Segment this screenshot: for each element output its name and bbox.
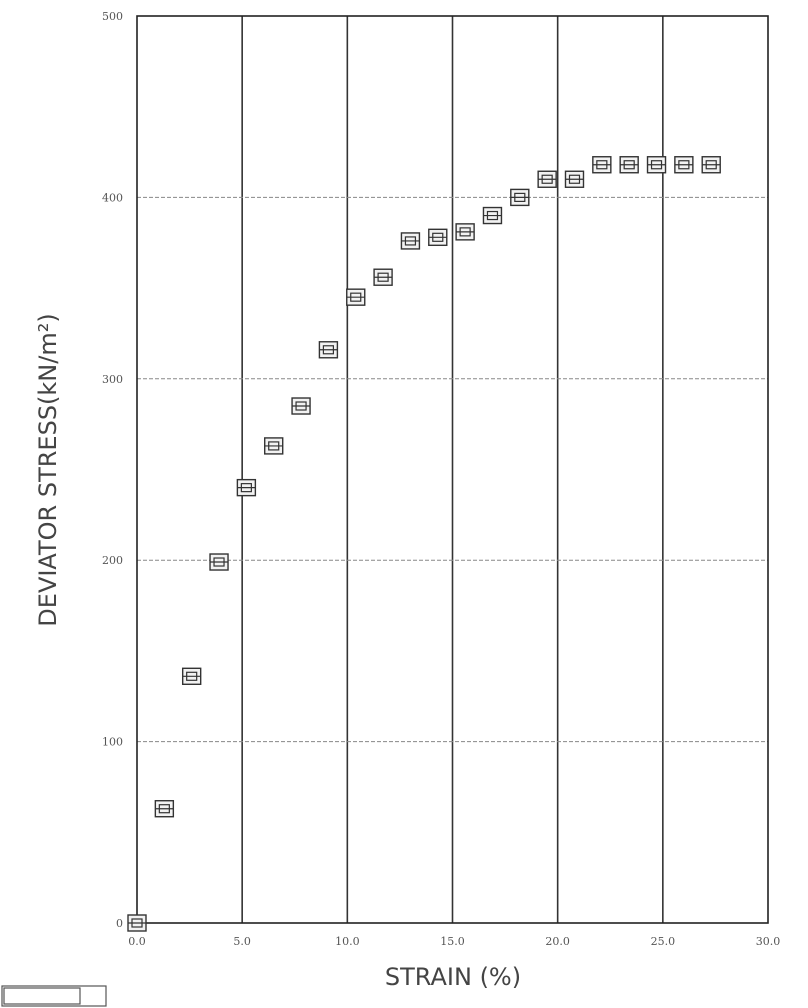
y-tick-label: 200 (102, 554, 123, 567)
y-tick-label: 0 (116, 917, 123, 930)
data-point (674, 156, 694, 174)
x-tick-label: 20.0 (545, 935, 570, 948)
data-point (482, 206, 503, 225)
y-tick-label: 100 (102, 736, 123, 749)
data-point (346, 288, 366, 306)
y-tick-label: 300 (102, 373, 123, 386)
data-points (127, 156, 721, 932)
x-tick-label: 15.0 (440, 935, 465, 948)
data-point (455, 223, 475, 241)
tick-labels: 0.0 5.0 10.0 15.0 20.0 25.0 30.0 0 100 200 300 400 5… (102, 10, 780, 948)
data-point (537, 170, 557, 188)
x-axis-title: STRAIN (%) (385, 963, 521, 991)
data-point (701, 156, 721, 174)
data-point (127, 914, 147, 932)
y-tick-label: 500 (102, 10, 123, 23)
data-point (373, 268, 393, 286)
data-point (510, 188, 530, 207)
corner-stamp-box (1, 985, 107, 1007)
data-point (291, 397, 311, 415)
data-point (236, 478, 257, 497)
data-point (564, 170, 585, 188)
x-tick-label: 0.0 (128, 935, 146, 948)
x-tick-label: 5.0 (233, 935, 251, 948)
data-point (646, 156, 667, 174)
x-tick-label: 10.0 (335, 935, 360, 948)
y-axis-title: DEVIATOR STRESS(kN/m²) (34, 313, 62, 626)
plot-frame (136, 15, 769, 924)
data-point (209, 553, 229, 571)
grid-layer (137, 16, 768, 923)
data-point (400, 232, 421, 250)
data-point (428, 228, 448, 247)
data-point (318, 341, 339, 359)
data-point (619, 156, 639, 174)
data-point (181, 667, 202, 685)
y-tick-label: 400 (102, 191, 123, 204)
data-point (592, 156, 612, 174)
corner-stamp-inner (3, 987, 81, 1005)
data-point (264, 437, 284, 455)
x-tick-label: 30.0 (756, 935, 781, 948)
data-point (154, 800, 175, 818)
x-tick-label: 25.0 (651, 935, 676, 948)
